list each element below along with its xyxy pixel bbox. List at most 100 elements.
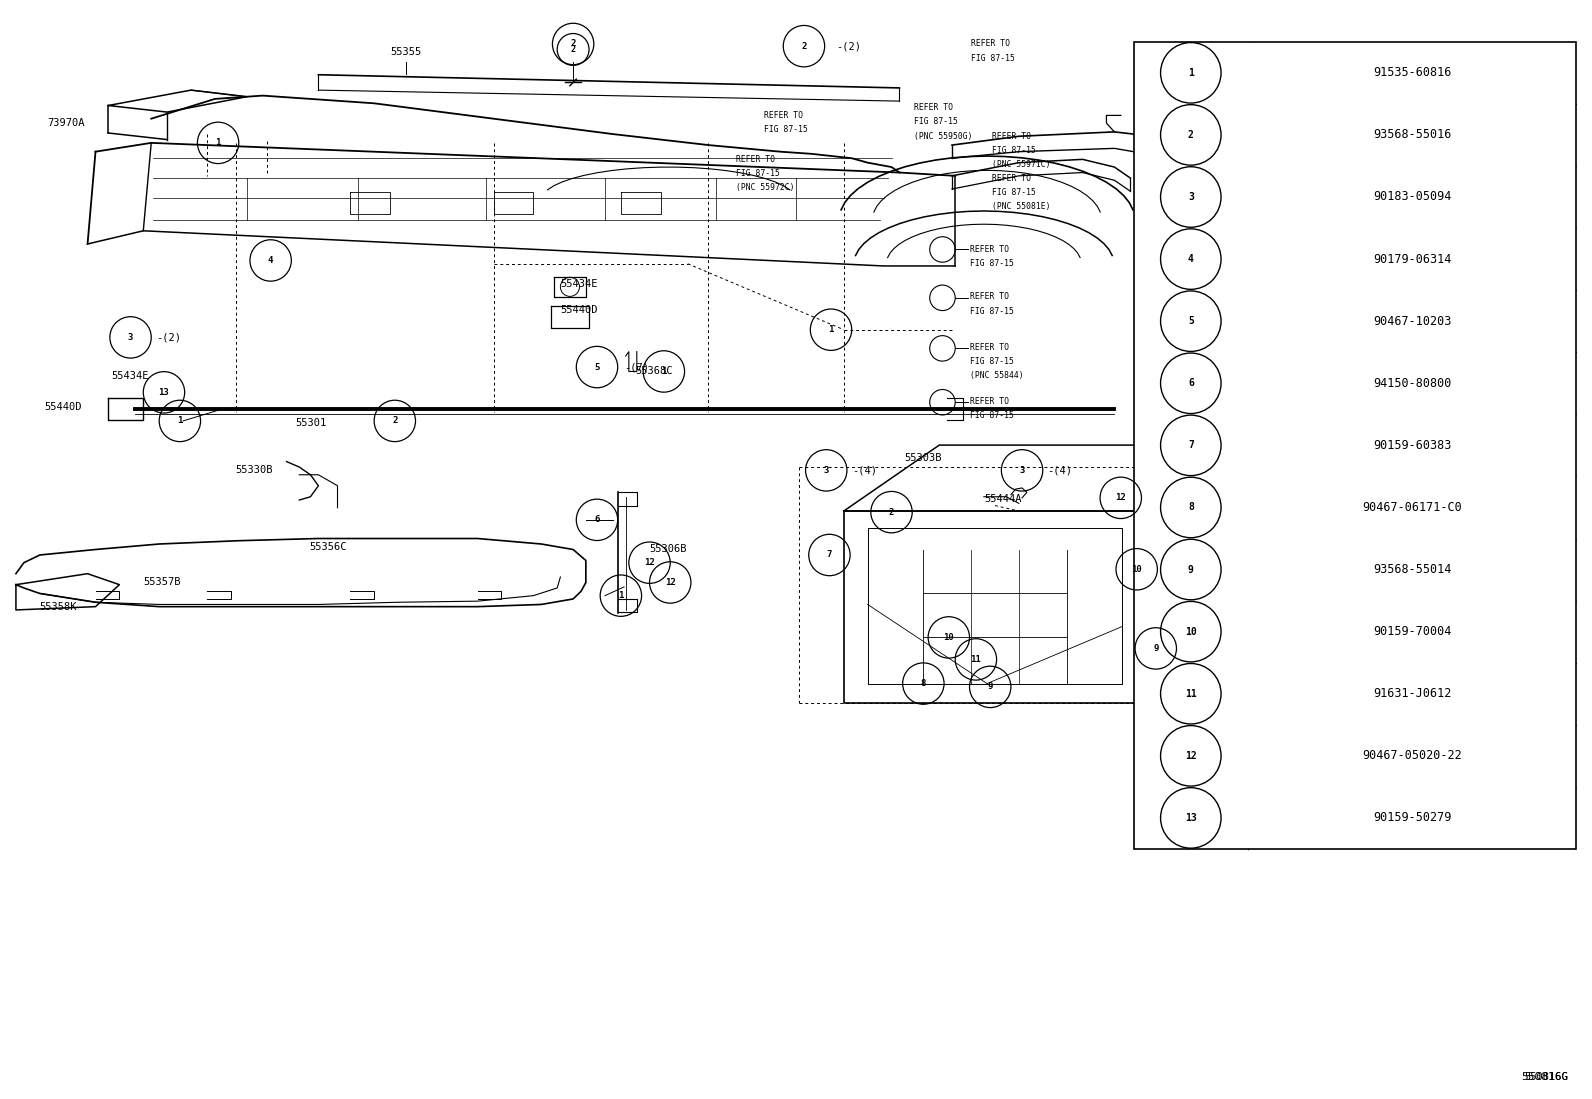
Text: FIG 87-15: FIG 87-15 bbox=[992, 188, 1036, 197]
Text: 9: 9 bbox=[987, 682, 993, 691]
Text: 55330B: 55330B bbox=[236, 465, 274, 476]
Text: 8: 8 bbox=[1188, 502, 1194, 512]
Text: 90467-05020-22: 90467-05020-22 bbox=[1363, 750, 1461, 763]
Text: 55444A: 55444A bbox=[984, 493, 1022, 504]
Text: REFER TO: REFER TO bbox=[970, 343, 1008, 352]
Text: -(2): -(2) bbox=[156, 332, 181, 343]
Text: 9: 9 bbox=[1153, 644, 1159, 653]
Text: 90159-70004: 90159-70004 bbox=[1372, 625, 1452, 639]
Text: 12: 12 bbox=[1184, 751, 1197, 761]
Text: (PNC 55844): (PNC 55844) bbox=[970, 371, 1024, 380]
Text: (PNC 55972C): (PNC 55972C) bbox=[736, 184, 794, 192]
Text: 1: 1 bbox=[215, 138, 221, 147]
Text: 13: 13 bbox=[1184, 813, 1197, 823]
Text: 90179-06314: 90179-06314 bbox=[1372, 253, 1452, 266]
Text: REFER TO: REFER TO bbox=[914, 103, 952, 112]
Text: REFER TO: REFER TO bbox=[992, 132, 1030, 141]
Text: 55355: 55355 bbox=[390, 46, 422, 57]
Text: 2: 2 bbox=[570, 40, 576, 48]
Text: 90467-06171-C0: 90467-06171-C0 bbox=[1363, 501, 1461, 514]
Text: 2: 2 bbox=[888, 508, 895, 517]
Text: 55440D: 55440D bbox=[45, 401, 83, 412]
Text: 1: 1 bbox=[1188, 68, 1194, 78]
Text: 55306B: 55306B bbox=[650, 544, 688, 555]
Text: 10: 10 bbox=[944, 633, 954, 642]
Text: 55368C: 55368C bbox=[635, 366, 673, 377]
Text: 91631-J0612: 91631-J0612 bbox=[1372, 687, 1452, 700]
Text: 3: 3 bbox=[1188, 192, 1194, 202]
Text: 5: 5 bbox=[1188, 317, 1194, 326]
Text: 73970A: 73970A bbox=[46, 118, 84, 129]
Text: 550816G: 550816G bbox=[1525, 1072, 1568, 1083]
Text: 55358K: 55358K bbox=[40, 601, 78, 612]
Text: FIG 87-15: FIG 87-15 bbox=[970, 259, 1014, 268]
Text: 1: 1 bbox=[661, 367, 667, 376]
Text: 3: 3 bbox=[823, 466, 829, 475]
Text: (PNC 55950G): (PNC 55950G) bbox=[914, 132, 973, 141]
Text: 55356C: 55356C bbox=[309, 542, 347, 553]
Text: 90183-05094: 90183-05094 bbox=[1372, 190, 1452, 203]
Text: 11: 11 bbox=[1184, 689, 1197, 699]
Text: FIG 87-15: FIG 87-15 bbox=[971, 54, 1016, 63]
Text: REFER TO: REFER TO bbox=[992, 174, 1030, 182]
Text: 8: 8 bbox=[920, 679, 927, 688]
Text: 3: 3 bbox=[127, 333, 134, 342]
Text: 55434E: 55434E bbox=[111, 370, 150, 381]
Text: -(4): -(4) bbox=[1048, 465, 1073, 476]
Text: 10: 10 bbox=[1184, 626, 1197, 636]
Text: 3: 3 bbox=[1019, 466, 1025, 475]
Text: -(7): -(7) bbox=[624, 362, 650, 373]
Text: 4: 4 bbox=[1188, 254, 1194, 264]
Text: 7: 7 bbox=[826, 551, 833, 559]
Text: 93568-55016: 93568-55016 bbox=[1372, 129, 1452, 142]
Text: 6: 6 bbox=[594, 515, 600, 524]
Text: FIG 87-15: FIG 87-15 bbox=[736, 169, 780, 178]
Text: 1: 1 bbox=[618, 591, 624, 600]
Text: 94150-80800: 94150-80800 bbox=[1372, 377, 1452, 390]
Text: 55440D: 55440D bbox=[560, 304, 599, 315]
Text: 1: 1 bbox=[828, 325, 834, 334]
Text: FIG 87-15: FIG 87-15 bbox=[764, 125, 809, 134]
Text: 10: 10 bbox=[1132, 565, 1141, 574]
Text: 2: 2 bbox=[392, 417, 398, 425]
Text: 90467-10203: 90467-10203 bbox=[1372, 314, 1452, 328]
Text: FIG 87-15: FIG 87-15 bbox=[970, 357, 1014, 366]
Text: 55303B: 55303B bbox=[904, 453, 942, 464]
Text: 12: 12 bbox=[665, 578, 675, 587]
Text: 12: 12 bbox=[1116, 493, 1126, 502]
Text: 91535-60816: 91535-60816 bbox=[1372, 66, 1452, 79]
Text: FIG 87-15: FIG 87-15 bbox=[914, 118, 958, 126]
Text: REFER TO: REFER TO bbox=[970, 292, 1008, 301]
Text: 4: 4 bbox=[267, 256, 274, 265]
Text: 90159-50279: 90159-50279 bbox=[1372, 811, 1452, 824]
Text: 55357B: 55357B bbox=[143, 577, 181, 588]
Text: FIG 87-15: FIG 87-15 bbox=[970, 411, 1014, 420]
Text: REFER TO: REFER TO bbox=[970, 397, 1008, 406]
Text: 5: 5 bbox=[594, 363, 600, 371]
Text: FIG 87-15: FIG 87-15 bbox=[970, 307, 1014, 315]
Text: FIG 87-15: FIG 87-15 bbox=[992, 146, 1036, 155]
Text: 2: 2 bbox=[1188, 130, 1194, 140]
Text: REFER TO: REFER TO bbox=[971, 40, 1009, 48]
Text: REFER TO: REFER TO bbox=[970, 245, 1008, 254]
Text: REFER TO: REFER TO bbox=[736, 155, 774, 164]
Text: 2: 2 bbox=[570, 45, 576, 54]
Text: 2: 2 bbox=[801, 42, 807, 51]
Text: 7: 7 bbox=[1188, 441, 1194, 451]
Text: 13: 13 bbox=[159, 388, 169, 397]
Bar bbox=[1134, 42, 1576, 850]
Text: (PNC 55971C): (PNC 55971C) bbox=[992, 160, 1051, 169]
Text: 9: 9 bbox=[1188, 565, 1194, 575]
Text: 55434E: 55434E bbox=[560, 278, 599, 289]
Text: 90159-60383: 90159-60383 bbox=[1372, 439, 1452, 452]
Text: 6: 6 bbox=[1188, 378, 1194, 388]
Text: -(4): -(4) bbox=[852, 465, 877, 476]
Text: 550816G: 550816G bbox=[1520, 1072, 1568, 1083]
Text: 12: 12 bbox=[645, 558, 654, 567]
Text: 93568-55014: 93568-55014 bbox=[1372, 563, 1452, 576]
Text: -(2): -(2) bbox=[836, 41, 861, 52]
Text: 1: 1 bbox=[177, 417, 183, 425]
Text: 55301: 55301 bbox=[295, 418, 326, 429]
Text: (PNC 55081E): (PNC 55081E) bbox=[992, 202, 1051, 211]
Text: 11: 11 bbox=[971, 655, 981, 664]
